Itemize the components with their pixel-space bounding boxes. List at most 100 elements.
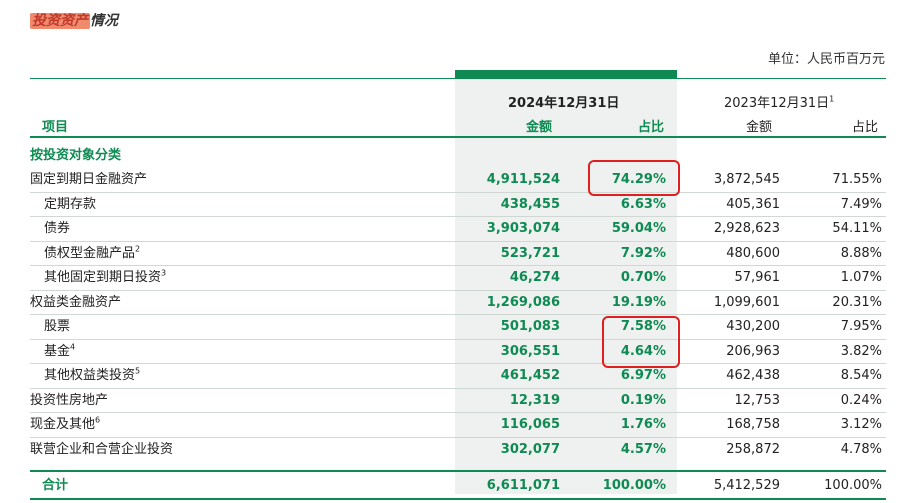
header-ratio-2023: 占比 <box>852 120 879 135</box>
cell-ratio-2023: 71.55% <box>832 172 882 187</box>
total-ratio-2024: 100.00% <box>602 478 666 493</box>
cell-ratio-2023: 0.24% <box>840 392 882 408</box>
table-row: 股票 501,083 7.58% 430,200 7.95% <box>30 315 886 338</box>
cell-ratio-2024: 0.70% <box>620 270 666 285</box>
row-divider <box>30 387 886 389</box>
row-divider <box>30 338 886 340</box>
cell-ratio-2024: 7.58% <box>620 319 666 334</box>
header-item: 项目 <box>42 120 69 135</box>
unit-label: 单位：人民币百万元 <box>767 52 885 67</box>
cell-ratio-2023: 8.54% <box>840 368 882 383</box>
table-row: 债权型金融产品2 523,721 7.92% 480,600 8.88% <box>30 242 886 265</box>
cell-amount-2023: 168,758 <box>726 417 780 432</box>
row-label: 股票 <box>44 319 71 334</box>
total-amount-2024: 6,611,071 <box>486 478 560 493</box>
category-row: 按投资对象分类 <box>30 144 886 167</box>
header-amount-2024: 金额 <box>526 120 553 135</box>
cell-amount-2023: 206,963 <box>726 343 780 359</box>
cell-amount-2023: 405,361 <box>726 196 780 212</box>
title-rest: 情况 <box>90 13 118 29</box>
table-row: 基金4 306,551 4.64% 206,963 3.82% <box>30 340 886 363</box>
cell-amount-2023: 12,753 <box>734 392 781 408</box>
row-label: 其他固定到期日投资3 <box>44 268 167 285</box>
table-row: 权益类金融资产 1,269,086 19.19% 1,099,601 20.31% <box>30 291 886 314</box>
cell-amount-2023: 57,961 <box>734 270 781 285</box>
highlight-box-fixed-ratio <box>588 160 680 196</box>
cell-ratio-2023: 20.31% <box>832 294 882 310</box>
section-title: 投资资产 情况 <box>30 10 118 30</box>
row-divider <box>30 191 886 193</box>
category-label: 按投资对象分类 <box>30 148 122 163</box>
cell-ratio-2023: 8.88% <box>840 245 882 261</box>
total-label: 合计 <box>42 478 69 493</box>
cell-ratio-2024: 6.97% <box>620 368 666 383</box>
row-divider <box>30 363 886 364</box>
cell-ratio-2024: 0.19% <box>620 392 666 408</box>
table-row: 定期存款 438,455 6.63% 405,361 7.49% <box>30 193 886 216</box>
cell-ratio-2024: 4.64% <box>620 343 666 359</box>
cell-amount-2024: 12,319 <box>509 392 560 408</box>
table-row: 固定到期日金融资产 4,911,524 74.29% 3,872,545 71.55% <box>30 168 886 191</box>
cell-amount-2024: 438,455 <box>500 196 560 212</box>
cell-ratio-2023: 3.12% <box>840 417 882 432</box>
header-date-2023: 2023年12月31日1 <box>724 94 835 111</box>
table-row: 投资性房地产 12,319 0.19% 12,753 0.24% <box>30 389 886 412</box>
cell-ratio-2024: 1.76% <box>620 417 666 432</box>
row-divider <box>30 412 886 413</box>
header-rule <box>30 136 886 138</box>
cell-amount-2024: 523,721 <box>500 245 560 261</box>
row-label: 固定到期日金融资产 <box>30 172 148 187</box>
cell-ratio-2024: 7.92% <box>620 245 666 261</box>
row-divider <box>30 240 886 242</box>
cell-amount-2023: 3,872,545 <box>713 172 780 187</box>
table-row: 联营企业和合营企业投资 302,077 4.57% 258,872 4.78% <box>30 438 886 461</box>
row-label: 基金4 <box>44 342 76 359</box>
row-label: 债券 <box>44 221 71 236</box>
row-label: 权益类金融资产 <box>30 294 122 310</box>
table-top-rule <box>30 78 886 79</box>
cell-amount-2023: 1,099,601 <box>713 294 780 310</box>
cell-amount-2023: 462,438 <box>726 368 780 383</box>
cell-ratio-2024: 59.04% <box>611 221 666 236</box>
cell-amount-2024: 4,911,524 <box>486 172 560 187</box>
table-row: 其他固定到期日投资3 46,274 0.70% 57,961 1.07% <box>30 266 886 289</box>
cell-ratio-2024: 74.29% <box>611 172 666 187</box>
cell-amount-2024: 302,077 <box>500 441 560 457</box>
table-row: 其他权益类投资5 461,452 6.97% 462,438 8.54% <box>30 364 886 387</box>
header-ratio-2024: 占比 <box>638 120 665 135</box>
cell-amount-2024: 501,083 <box>500 319 560 334</box>
cell-amount-2023: 258,872 <box>726 441 780 457</box>
row-label: 联营企业和合营企业投资 <box>30 441 174 457</box>
total-ratio-2023: 100.00% <box>824 478 882 493</box>
row-label: 现金及其他6 <box>30 415 101 432</box>
cell-ratio-2023: 7.95% <box>840 319 882 334</box>
column-accent-bar <box>455 70 677 78</box>
cell-amount-2024: 461,452 <box>500 368 560 383</box>
cell-amount-2024: 46,274 <box>509 270 560 285</box>
header-amount-2023: 金额 <box>746 120 773 135</box>
cell-ratio-2023: 1.07% <box>840 270 882 285</box>
cell-amount-2023: 480,600 <box>726 245 780 261</box>
row-label: 债权型金融产品2 <box>44 244 141 261</box>
row-divider <box>30 289 886 291</box>
table-row: 现金及其他6 116,065 1.76% 168,758 3.12% <box>30 413 886 436</box>
cell-ratio-2023: 4.78% <box>840 441 882 457</box>
row-divider <box>30 436 886 438</box>
highlight-box-equity-ratios <box>602 316 680 368</box>
header-date-2024: 2024年12月31日 <box>508 96 620 111</box>
row-divider <box>30 265 886 266</box>
cell-ratio-2023: 54.11% <box>832 221 882 236</box>
cell-ratio-2024: 6.63% <box>620 196 666 212</box>
row-label: 投资性房地产 <box>30 392 109 408</box>
cell-amount-2023: 2,928,623 <box>713 221 780 236</box>
total-row: 合计 6,611,071 100.00% 5,412,529 100.00% <box>30 474 886 497</box>
cell-amount-2024: 1,269,086 <box>486 294 560 310</box>
cell-amount-2024: 3,903,074 <box>486 221 560 236</box>
cell-ratio-2024: 4.57% <box>620 441 666 457</box>
row-divider <box>30 314 886 315</box>
row-divider <box>30 216 886 217</box>
table-row: 债券 3,903,074 59.04% 2,928,623 54.11% <box>30 217 886 240</box>
cell-ratio-2024: 19.19% <box>611 294 666 310</box>
cell-amount-2023: 430,200 <box>726 319 780 334</box>
total-top-rule <box>30 470 886 472</box>
